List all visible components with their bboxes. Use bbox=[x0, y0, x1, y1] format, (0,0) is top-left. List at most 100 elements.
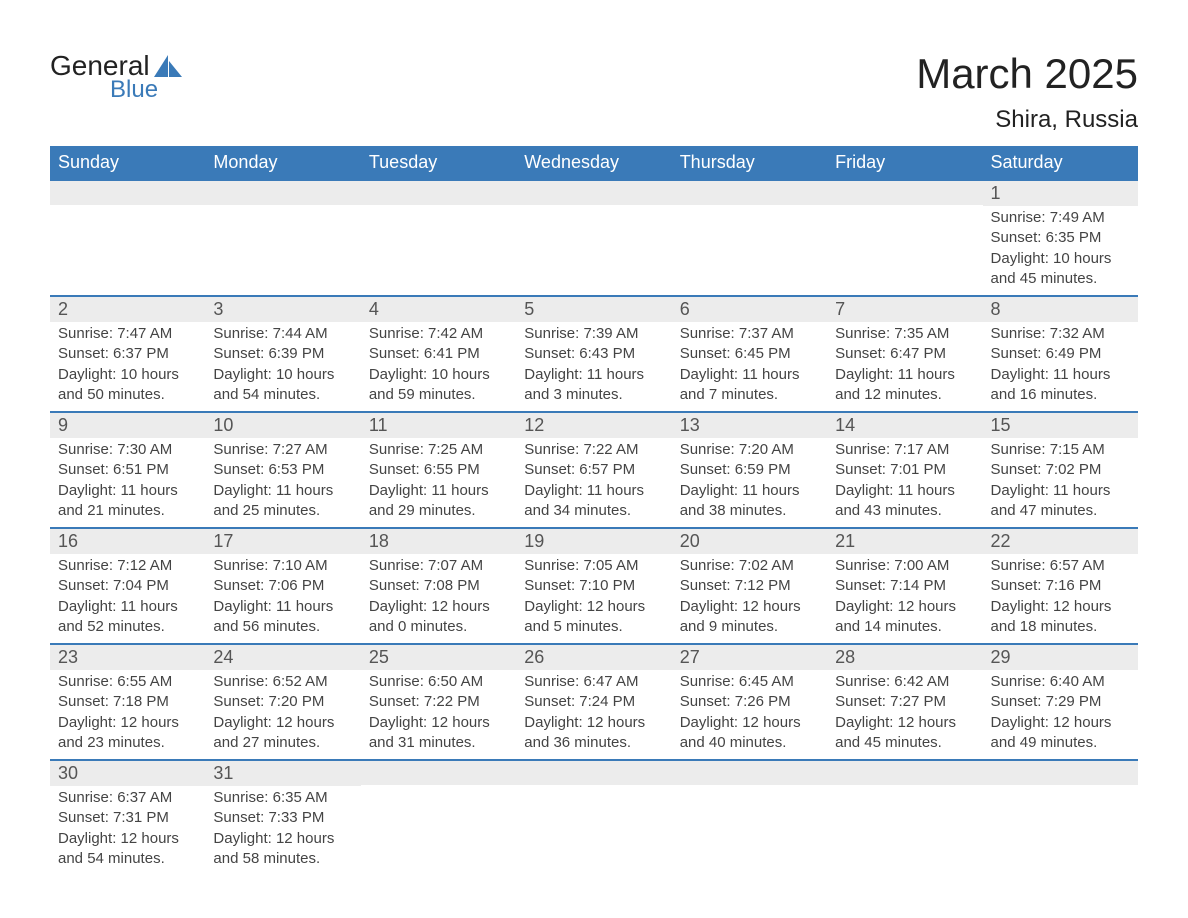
day-body: Sunrise: 7:05 AMSunset: 7:10 PMDaylight:… bbox=[516, 554, 671, 643]
sunrise-text: Sunrise: 6:55 AM bbox=[58, 672, 197, 692]
day-number bbox=[516, 181, 671, 205]
sunrise-text: Sunrise: 7:05 AM bbox=[524, 556, 663, 576]
calendar-day bbox=[516, 760, 671, 875]
sunset-text: Sunset: 7:31 PM bbox=[58, 808, 197, 828]
day-body: Sunrise: 6:40 AMSunset: 7:29 PMDaylight:… bbox=[983, 670, 1138, 759]
sunrise-text: Sunrise: 7:10 AM bbox=[213, 556, 352, 576]
sunset-text: Sunset: 7:26 PM bbox=[680, 692, 819, 712]
calendar-day: 10Sunrise: 7:27 AMSunset: 6:53 PMDayligh… bbox=[205, 412, 360, 528]
sunrise-text: Sunrise: 6:42 AM bbox=[835, 672, 974, 692]
sunset-text: Sunset: 6:55 PM bbox=[369, 460, 508, 480]
day-number: 24 bbox=[205, 645, 360, 670]
daylight-text: Daylight: 11 hours and 21 minutes. bbox=[58, 481, 197, 522]
sunset-text: Sunset: 7:16 PM bbox=[991, 576, 1130, 596]
calendar-day: 20Sunrise: 7:02 AMSunset: 7:12 PMDayligh… bbox=[672, 528, 827, 644]
day-number: 25 bbox=[361, 645, 516, 670]
day-body: Sunrise: 7:49 AMSunset: 6:35 PMDaylight:… bbox=[983, 206, 1138, 295]
day-number: 12 bbox=[516, 413, 671, 438]
calendar-day bbox=[827, 760, 982, 875]
day-number: 13 bbox=[672, 413, 827, 438]
calendar-day: 22Sunrise: 6:57 AMSunset: 7:16 PMDayligh… bbox=[983, 528, 1138, 644]
day-number: 22 bbox=[983, 529, 1138, 554]
sunset-text: Sunset: 6:59 PM bbox=[680, 460, 819, 480]
sunrise-text: Sunrise: 6:57 AM bbox=[991, 556, 1130, 576]
calendar-week: 23Sunrise: 6:55 AMSunset: 7:18 PMDayligh… bbox=[50, 644, 1138, 760]
day-number bbox=[361, 761, 516, 785]
day-number: 7 bbox=[827, 297, 982, 322]
sunrise-text: Sunrise: 6:50 AM bbox=[369, 672, 508, 692]
header: General Blue March 2025 Shira, Russia bbox=[50, 50, 1138, 134]
calendar-day: 25Sunrise: 6:50 AMSunset: 7:22 PMDayligh… bbox=[361, 644, 516, 760]
calendar-day bbox=[361, 760, 516, 875]
sunrise-text: Sunrise: 7:12 AM bbox=[58, 556, 197, 576]
day-number: 31 bbox=[205, 761, 360, 786]
sunrise-text: Sunrise: 6:35 AM bbox=[213, 788, 352, 808]
sunrise-text: Sunrise: 7:25 AM bbox=[369, 440, 508, 460]
daylight-text: Daylight: 12 hours and 49 minutes. bbox=[991, 713, 1130, 754]
daylight-text: Daylight: 11 hours and 43 minutes. bbox=[835, 481, 974, 522]
day-header: Wednesday bbox=[516, 146, 671, 180]
day-number bbox=[361, 181, 516, 205]
daylight-text: Daylight: 12 hours and 36 minutes. bbox=[524, 713, 663, 754]
day-body: Sunrise: 6:47 AMSunset: 7:24 PMDaylight:… bbox=[516, 670, 671, 759]
calendar-day: 11Sunrise: 7:25 AMSunset: 6:55 PMDayligh… bbox=[361, 412, 516, 528]
daylight-text: Daylight: 12 hours and 58 minutes. bbox=[213, 829, 352, 870]
calendar-day: 28Sunrise: 6:42 AMSunset: 7:27 PMDayligh… bbox=[827, 644, 982, 760]
calendar-week: 30Sunrise: 6:37 AMSunset: 7:31 PMDayligh… bbox=[50, 760, 1138, 875]
daylight-text: Daylight: 12 hours and 31 minutes. bbox=[369, 713, 508, 754]
calendar-day bbox=[672, 760, 827, 875]
day-body bbox=[827, 205, 982, 265]
sunset-text: Sunset: 7:02 PM bbox=[991, 460, 1130, 480]
day-number bbox=[516, 761, 671, 785]
brand-sail-icon bbox=[154, 55, 182, 77]
calendar-week: 2Sunrise: 7:47 AMSunset: 6:37 PMDaylight… bbox=[50, 296, 1138, 412]
sunrise-text: Sunrise: 6:47 AM bbox=[524, 672, 663, 692]
calendar-day bbox=[361, 180, 516, 296]
day-number: 20 bbox=[672, 529, 827, 554]
day-body: Sunrise: 7:02 AMSunset: 7:12 PMDaylight:… bbox=[672, 554, 827, 643]
sunset-text: Sunset: 7:27 PM bbox=[835, 692, 974, 712]
daylight-text: Daylight: 12 hours and 40 minutes. bbox=[680, 713, 819, 754]
calendar-day: 5Sunrise: 7:39 AMSunset: 6:43 PMDaylight… bbox=[516, 296, 671, 412]
daylight-text: Daylight: 12 hours and 5 minutes. bbox=[524, 597, 663, 638]
sunrise-text: Sunrise: 7:42 AM bbox=[369, 324, 508, 344]
sunrise-text: Sunrise: 7:37 AM bbox=[680, 324, 819, 344]
daylight-text: Daylight: 11 hours and 7 minutes. bbox=[680, 365, 819, 406]
calendar-day: 19Sunrise: 7:05 AMSunset: 7:10 PMDayligh… bbox=[516, 528, 671, 644]
day-number bbox=[205, 181, 360, 205]
daylight-text: Daylight: 11 hours and 16 minutes. bbox=[991, 365, 1130, 406]
day-body bbox=[205, 205, 360, 265]
day-number: 18 bbox=[361, 529, 516, 554]
calendar-day: 26Sunrise: 6:47 AMSunset: 7:24 PMDayligh… bbox=[516, 644, 671, 760]
location: Shira, Russia bbox=[916, 106, 1138, 134]
calendar-day: 16Sunrise: 7:12 AMSunset: 7:04 PMDayligh… bbox=[50, 528, 205, 644]
calendar-day: 2Sunrise: 7:47 AMSunset: 6:37 PMDaylight… bbox=[50, 296, 205, 412]
sunset-text: Sunset: 7:20 PM bbox=[213, 692, 352, 712]
daylight-text: Daylight: 11 hours and 25 minutes. bbox=[213, 481, 352, 522]
sunrise-text: Sunrise: 7:32 AM bbox=[991, 324, 1130, 344]
day-number: 17 bbox=[205, 529, 360, 554]
brand-logo: General Blue bbox=[50, 50, 182, 104]
day-number: 30 bbox=[50, 761, 205, 786]
title-block: March 2025 Shira, Russia bbox=[916, 50, 1138, 134]
calendar-day: 7Sunrise: 7:35 AMSunset: 6:47 PMDaylight… bbox=[827, 296, 982, 412]
calendar-day: 30Sunrise: 6:37 AMSunset: 7:31 PMDayligh… bbox=[50, 760, 205, 875]
sunrise-text: Sunrise: 7:47 AM bbox=[58, 324, 197, 344]
day-number: 23 bbox=[50, 645, 205, 670]
calendar-day: 27Sunrise: 6:45 AMSunset: 7:26 PMDayligh… bbox=[672, 644, 827, 760]
day-body: Sunrise: 7:39 AMSunset: 6:43 PMDaylight:… bbox=[516, 322, 671, 411]
calendar-day: 23Sunrise: 6:55 AMSunset: 7:18 PMDayligh… bbox=[50, 644, 205, 760]
day-body: Sunrise: 7:27 AMSunset: 6:53 PMDaylight:… bbox=[205, 438, 360, 527]
daylight-text: Daylight: 12 hours and 14 minutes. bbox=[835, 597, 974, 638]
day-body: Sunrise: 6:45 AMSunset: 7:26 PMDaylight:… bbox=[672, 670, 827, 759]
day-number: 1 bbox=[983, 181, 1138, 206]
daylight-text: Daylight: 11 hours and 47 minutes. bbox=[991, 481, 1130, 522]
calendar-day bbox=[672, 180, 827, 296]
sunrise-text: Sunrise: 7:44 AM bbox=[213, 324, 352, 344]
day-body bbox=[827, 785, 982, 845]
day-number: 21 bbox=[827, 529, 982, 554]
sunset-text: Sunset: 6:37 PM bbox=[58, 344, 197, 364]
day-body: Sunrise: 7:30 AMSunset: 6:51 PMDaylight:… bbox=[50, 438, 205, 527]
day-body: Sunrise: 7:32 AMSunset: 6:49 PMDaylight:… bbox=[983, 322, 1138, 411]
month-title: March 2025 bbox=[916, 50, 1138, 98]
